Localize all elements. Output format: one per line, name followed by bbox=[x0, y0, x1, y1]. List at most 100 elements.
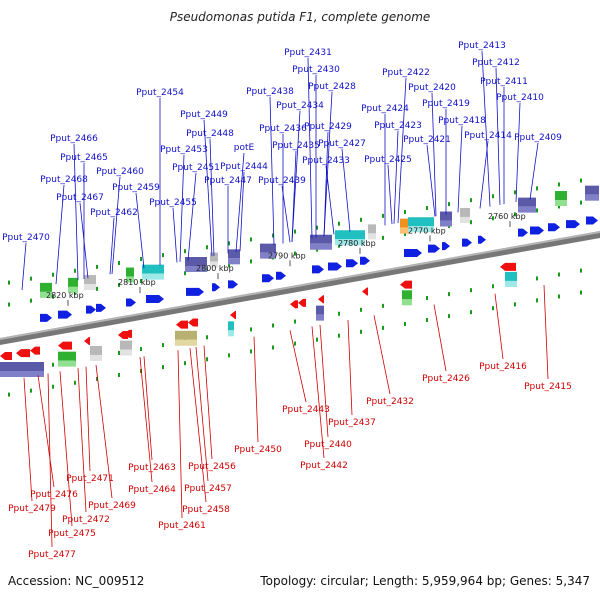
reverse-gene-arrow bbox=[124, 329, 132, 338]
feature-block bbox=[555, 200, 567, 207]
tick-dot bbox=[184, 271, 186, 276]
tick-dot bbox=[338, 333, 340, 338]
tick-dot bbox=[250, 259, 252, 264]
tick-dot bbox=[470, 198, 472, 203]
forward-leader-line bbox=[21, 242, 27, 291]
reverse-leader-line bbox=[47, 373, 53, 548]
reverse-gene-arrow bbox=[500, 262, 516, 271]
forward-leader-line bbox=[431, 92, 437, 217]
tick-dot bbox=[30, 388, 32, 393]
kbp-tick-label: 2780 kbp bbox=[338, 239, 376, 248]
gene-labels-layer: Pput_2409 Pput_2410 Pput_2411 Pput_2412 Pput… bbox=[2, 41, 572, 560]
reverse-gene-arrow bbox=[16, 349, 30, 358]
forward-gene-label: Pput_2462 bbox=[90, 208, 138, 218]
forward-leader-line bbox=[281, 185, 291, 243]
feature-block bbox=[120, 349, 132, 356]
tick-dot bbox=[206, 335, 208, 340]
tick-dot bbox=[448, 202, 450, 207]
forward-gene-label: Pput_2444 bbox=[220, 162, 268, 172]
feature-block bbox=[185, 266, 207, 273]
tick-dot bbox=[228, 241, 230, 246]
feature-block bbox=[440, 211, 452, 221]
tick-dot bbox=[448, 314, 450, 319]
forward-gene-arrow bbox=[86, 305, 96, 314]
feature-block bbox=[40, 282, 52, 292]
tick-dot bbox=[338, 221, 340, 226]
forward-leader-line bbox=[187, 172, 197, 261]
reverse-leader-line bbox=[347, 319, 353, 416]
reverse-gene-label: Pput_2479 bbox=[8, 504, 56, 514]
forward-leader-line bbox=[325, 165, 335, 235]
reverse-leader-line bbox=[289, 330, 307, 403]
tick-dot bbox=[580, 178, 582, 183]
tick-dot bbox=[492, 194, 494, 199]
tick-dot bbox=[140, 279, 142, 284]
forward-gene-arrow bbox=[262, 274, 274, 283]
forward-leader-line bbox=[203, 119, 213, 257]
reverse-leader-line bbox=[85, 366, 91, 472]
feature-block bbox=[555, 191, 567, 201]
feature-block bbox=[90, 345, 102, 355]
reverse-gene-label: Pput_2471 bbox=[66, 474, 114, 484]
tick-dot bbox=[250, 349, 252, 354]
tick-dot bbox=[404, 321, 406, 326]
reverse-gene-label: Pput_2463 bbox=[128, 463, 176, 473]
tick-dot bbox=[382, 325, 384, 330]
reverse-leader-line bbox=[311, 326, 325, 459]
reverse-gene-label: Pput_2426 bbox=[422, 374, 470, 384]
feature-block bbox=[0, 371, 44, 377]
feature-block bbox=[126, 267, 134, 277]
tick-dot bbox=[118, 260, 120, 265]
feature-block bbox=[518, 206, 536, 213]
tick-dot bbox=[206, 357, 208, 362]
feature-block bbox=[185, 257, 207, 267]
forward-leader-line bbox=[172, 207, 178, 263]
forward-gene-label: Pput_2468 bbox=[40, 175, 88, 185]
forward-gene-label: Pput_2447 bbox=[204, 176, 252, 186]
forward-gene-arrow bbox=[58, 310, 72, 319]
tick-dot bbox=[74, 380, 76, 385]
forward-gene-label: Pput_2424 bbox=[361, 104, 409, 114]
forward-gene-arrow bbox=[530, 226, 544, 235]
tick-dot bbox=[492, 306, 494, 311]
tick-dot bbox=[8, 392, 10, 397]
forward-gene-arrow bbox=[566, 220, 580, 229]
tick-dot bbox=[272, 345, 274, 350]
tick-dot bbox=[118, 350, 120, 355]
tick-dot bbox=[96, 264, 98, 269]
feature-block bbox=[228, 249, 240, 259]
kbp-tick-label: 2760 kbp bbox=[488, 212, 526, 221]
feature-block bbox=[90, 354, 102, 361]
reverse-gene-arrow bbox=[362, 287, 368, 296]
map-title: Pseudomonas putida F1, complete genome bbox=[169, 10, 431, 24]
kbp-tick-label: 2770 kbp bbox=[408, 226, 446, 235]
tick-dot bbox=[228, 263, 230, 268]
forward-gene-label: Pput_2428 bbox=[308, 82, 356, 92]
forward-gene-label: Pput_2436 bbox=[259, 124, 307, 134]
forward-leader-line bbox=[495, 67, 501, 205]
feature-block bbox=[310, 234, 332, 244]
tick-dot bbox=[30, 276, 32, 281]
reverse-leader-line bbox=[189, 348, 207, 503]
forward-gene-label: Pput_2429 bbox=[304, 122, 352, 132]
forward-gene-label: Pput_2460 bbox=[96, 167, 144, 177]
reverse-gene-label: Pput_2450 bbox=[234, 445, 282, 455]
feature-block bbox=[84, 284, 96, 291]
reverse-leader-line bbox=[23, 377, 33, 502]
reverse-gene-arrow bbox=[400, 280, 412, 289]
tick-dot bbox=[536, 186, 538, 191]
feature-block bbox=[68, 286, 78, 293]
feature-block bbox=[210, 252, 218, 262]
forward-gene-arrow bbox=[428, 244, 440, 253]
tick-dot bbox=[580, 290, 582, 295]
forward-gene-arrow bbox=[518, 228, 528, 237]
tick-dot bbox=[492, 216, 494, 221]
feature-block bbox=[400, 227, 410, 234]
reverse-gene-arrow bbox=[30, 346, 40, 355]
forward-gene-label: Pput_2409 bbox=[514, 133, 562, 143]
forward-gene-label: Pput_2435 bbox=[272, 141, 320, 151]
tick-dot bbox=[338, 311, 340, 316]
feature-block bbox=[460, 216, 470, 223]
forward-gene-label: Pput_2434 bbox=[276, 101, 324, 111]
tick-dot bbox=[580, 200, 582, 205]
